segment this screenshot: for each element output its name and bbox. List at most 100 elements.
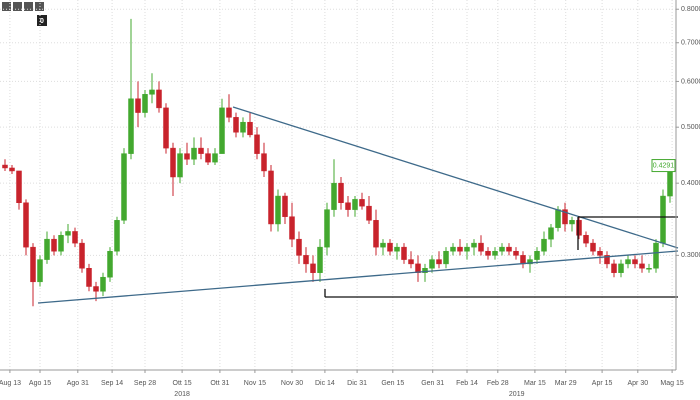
- candle-body: [135, 98, 141, 113]
- x-tick-label: Mag 15: [660, 380, 683, 387]
- candle-body: [359, 199, 365, 207]
- candle-body: [9, 167, 15, 172]
- candle-body: [632, 259, 638, 265]
- candle-body: [247, 121, 253, 136]
- candle-body: [219, 107, 225, 154]
- candle-body: [107, 250, 113, 278]
- candle-body: [303, 255, 309, 265]
- candle-body: [436, 259, 442, 265]
- x-tick-label: Nov 15: [244, 380, 266, 387]
- candle-body: [478, 242, 484, 252]
- candle-body: [23, 202, 29, 248]
- year-label: 2019: [509, 391, 525, 398]
- tool-button[interactable]: [13, 2, 22, 11]
- candle-body: [639, 263, 645, 269]
- candle-body: [401, 246, 407, 260]
- x-tick-label: Ott 31: [210, 380, 229, 387]
- candle-body: [142, 94, 148, 113]
- x-tick-label: Gen 15: [381, 380, 404, 387]
- candle-body: [79, 242, 85, 269]
- candle-body: [611, 263, 617, 273]
- candle-body: [275, 195, 281, 225]
- x-tick-label: Sep 28: [134, 380, 156, 387]
- candle-body: [317, 246, 323, 273]
- candle-body: [380, 242, 386, 248]
- candle-body: [177, 153, 183, 178]
- candle-body: [352, 199, 358, 210]
- x-tick-label: Gen 31: [421, 380, 444, 387]
- candle-body: [149, 89, 155, 95]
- candle-body: [30, 246, 36, 283]
- tool-button[interactable]: [2, 2, 11, 11]
- candle-body: [506, 246, 512, 252]
- x-tick-label: Dic 14: [315, 380, 335, 387]
- candle-body: [555, 209, 561, 228]
- candle-body: [366, 205, 372, 221]
- candle-body: [198, 147, 204, 154]
- candle-body: [100, 276, 106, 292]
- resistance-trend-line: [232, 106, 679, 249]
- candle-body: [37, 259, 43, 283]
- candle-body: [268, 170, 274, 225]
- candle-body: [233, 117, 239, 133]
- candle-body: [443, 250, 449, 265]
- candle-body: [492, 250, 498, 256]
- candle-body: [429, 259, 435, 269]
- candle-body: [121, 153, 127, 221]
- x-tick-label: Ago 15: [29, 380, 51, 387]
- candle-body: [457, 246, 463, 252]
- candle-body: [289, 216, 295, 240]
- candle-body: [646, 267, 652, 270]
- candle-body: [51, 238, 57, 252]
- candle-body: [520, 255, 526, 265]
- candle-body: [625, 259, 631, 265]
- x-tick-label: Sep 14: [101, 380, 123, 387]
- candle-body: [394, 246, 400, 252]
- candle-body: [471, 242, 477, 248]
- candle-body: [226, 107, 232, 118]
- candle-body: [16, 170, 22, 203]
- candle-body: [331, 182, 337, 210]
- y-tick-label: 0.8000: [681, 6, 700, 13]
- candle-body: [653, 242, 659, 269]
- candle-body: [422, 267, 428, 273]
- candle-body: [114, 220, 120, 252]
- candle-body: [576, 220, 582, 236]
- candle-body: [163, 107, 169, 149]
- candle-body: [534, 250, 540, 260]
- candle-body: [212, 153, 218, 163]
- candle-body: [548, 227, 554, 240]
- candle-body: [569, 220, 575, 225]
- candle-body: [191, 147, 197, 160]
- candle-body: [597, 250, 603, 256]
- candle-body: [583, 235, 589, 244]
- candle-body: [205, 153, 211, 163]
- candle-body: [527, 259, 533, 265]
- candle-body: [296, 238, 302, 256]
- candle-body: [345, 202, 351, 210]
- candle-body: [44, 238, 50, 260]
- support-trend-line: [37, 250, 679, 304]
- last-price-box: [651, 159, 676, 173]
- badge: 0: [40, 18, 44, 25]
- candle-body: [156, 89, 162, 109]
- candle-body: [128, 98, 134, 154]
- candle-body: [2, 164, 8, 169]
- candle-body: [58, 235, 64, 252]
- candle-body: [373, 220, 379, 248]
- candle-body: [324, 209, 330, 248]
- candle-body: [282, 195, 288, 217]
- candle-body: [499, 246, 505, 252]
- candle-body: [310, 263, 316, 273]
- candle-body: [93, 286, 99, 292]
- candle-body: [450, 246, 456, 252]
- candle-body: [72, 231, 78, 244]
- x-tick-label: Apr 30: [627, 380, 648, 387]
- tool-button[interactable]: [24, 2, 33, 11]
- candle-body: [387, 242, 393, 252]
- x-tick-label: Nov 30: [281, 380, 303, 387]
